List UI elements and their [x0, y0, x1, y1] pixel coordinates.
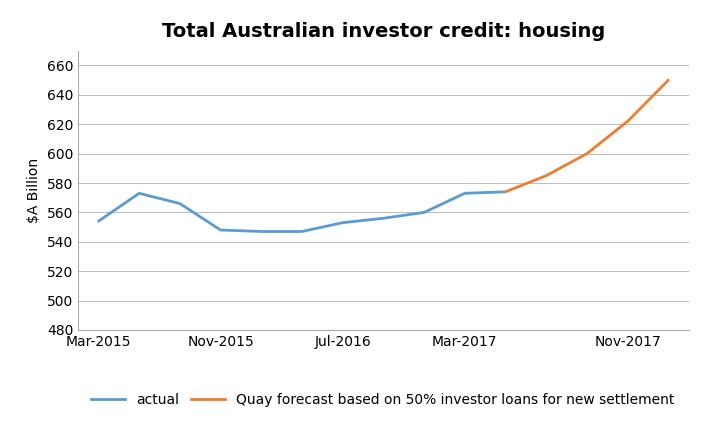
Legend: actual, Quay forecast based on 50% investor loans for new settlement: actual, Quay forecast based on 50% inves… [85, 387, 680, 412]
Y-axis label: $A Billion: $A Billion [27, 158, 41, 223]
Title: Total Australian investor credit: housing: Total Australian investor credit: housin… [162, 22, 605, 41]
